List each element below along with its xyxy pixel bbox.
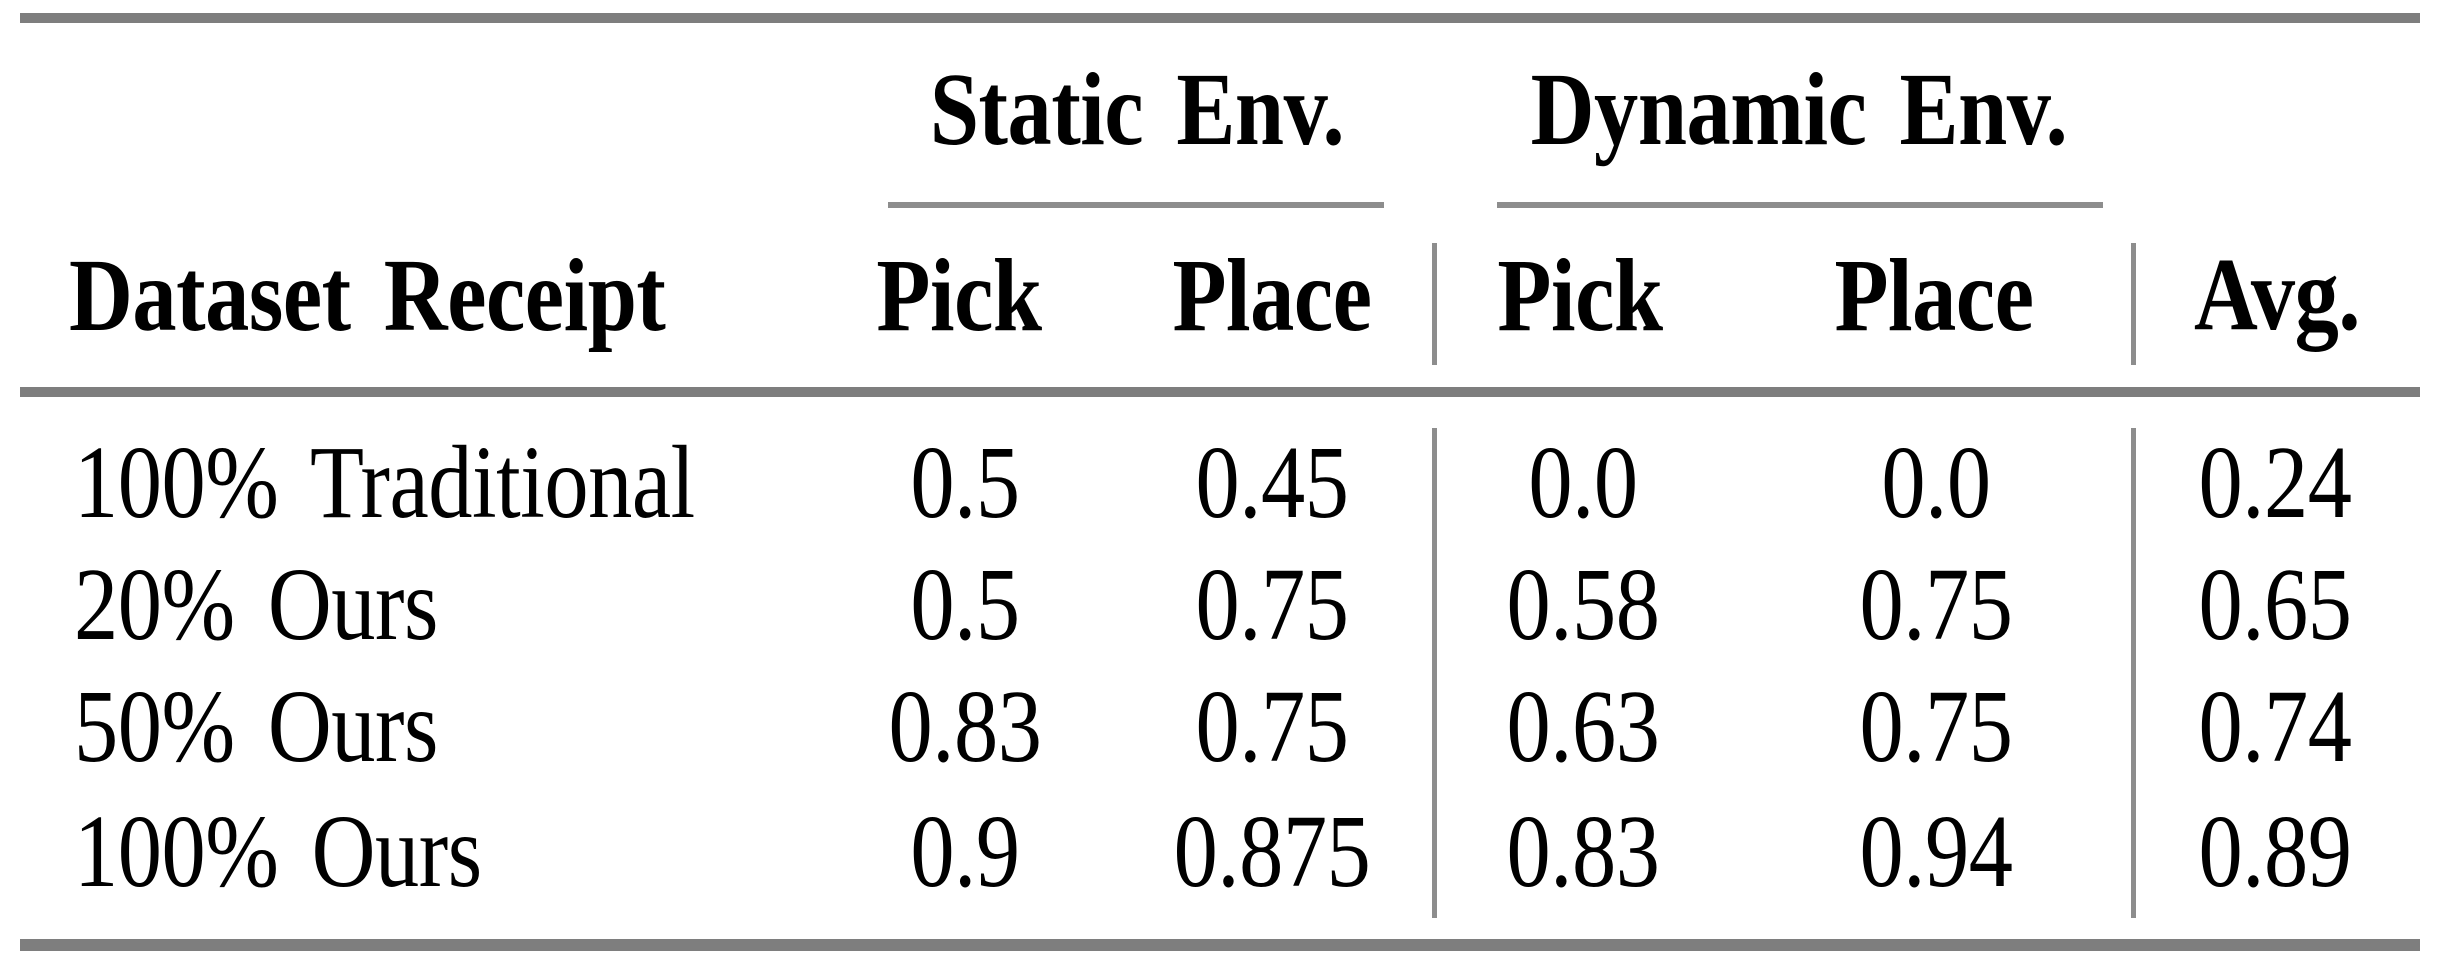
cell-dynamic-pick: 0.58: [1506, 547, 1660, 662]
cell-static-place: 0.875: [1173, 794, 1371, 909]
cell-dynamic-place: 0.0: [1881, 425, 1991, 540]
column-header-static-pick: Pick: [876, 238, 1042, 353]
vertical-divider-dynamic-avg-body: [2131, 428, 2136, 918]
column-header-static-place: Place: [1172, 238, 1372, 353]
row-label: 100% Traditional: [74, 425, 695, 540]
cell-dynamic-pick: 0.83: [1506, 794, 1660, 909]
vertical-divider-dynamic-avg-header: [2131, 243, 2136, 365]
top-rule: [20, 13, 2420, 23]
cell-static-pick: 0.5: [910, 425, 1020, 540]
row-label: 100% Ours: [74, 794, 482, 909]
cell-static-place: 0.75: [1195, 547, 1349, 662]
vertical-divider-static-dynamic-body: [1432, 428, 1437, 918]
cell-dynamic-place: 0.75: [1859, 669, 2013, 784]
mid-rule: [20, 387, 2420, 397]
cell-static-pick: 0.9: [910, 794, 1020, 909]
column-header-dynamic-pick: Pick: [1497, 238, 1663, 353]
cell-avg: 0.89: [2198, 794, 2352, 909]
dynamic-env-cmidrule: [1497, 202, 2103, 208]
bottom-rule: [20, 939, 2420, 951]
cell-static-place: 0.45: [1195, 425, 1349, 540]
column-header-avg: Avg.: [2193, 237, 2361, 352]
cell-static-pick: 0.5: [910, 547, 1020, 662]
cell-dynamic-place: 0.75: [1859, 547, 2013, 662]
static-env-cmidrule: [888, 202, 1384, 208]
dynamic-env-group-header: Dynamic Env.: [1530, 52, 2068, 167]
cell-static-pick: 0.83: [888, 669, 1042, 784]
cell-dynamic-place: 0.94: [1859, 794, 2013, 909]
cell-avg: 0.65: [2198, 547, 2352, 662]
column-header-dynamic-place: Place: [1834, 238, 2034, 353]
row-label: 50% Ours: [74, 669, 438, 784]
cell-avg: 0.24: [2198, 425, 2352, 540]
column-header-dataset-receipt: Dataset Receipt: [69, 238, 666, 353]
static-env-group-header: Static Env.: [929, 52, 1345, 167]
cell-dynamic-pick: 0.63: [1506, 669, 1660, 784]
row-label: 20% Ours: [74, 547, 438, 662]
cell-dynamic-pick: 0.0: [1528, 425, 1638, 540]
cell-static-place: 0.75: [1195, 669, 1349, 784]
cell-avg: 0.74: [2198, 669, 2352, 784]
vertical-divider-static-dynamic-header: [1432, 243, 1437, 365]
